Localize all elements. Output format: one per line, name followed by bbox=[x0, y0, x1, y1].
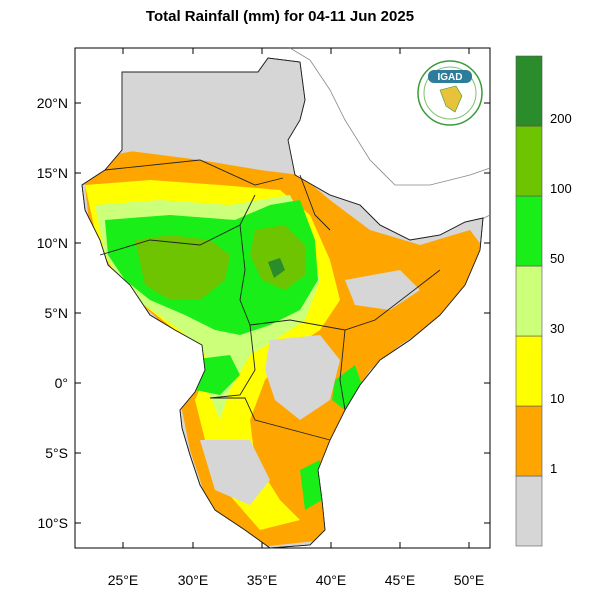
rainfall-field bbox=[82, 70, 483, 548]
rain-patch-tanzania-coast bbox=[300, 460, 322, 510]
country-borders bbox=[81, 57, 484, 549]
lon-tick-label: 40°E bbox=[316, 572, 347, 588]
map-title: Total Rainfall (mm) for 04-11 Jun 2025 bbox=[145, 8, 415, 25]
lat-tick-label: 10°S bbox=[37, 515, 68, 531]
logo-text: IGAD bbox=[438, 72, 463, 83]
colorbar: 1 10 30 50 100 200 bbox=[515, 55, 572, 547]
rain-100-200mm-west bbox=[135, 235, 230, 300]
colorbar-bin bbox=[515, 335, 543, 407]
lon-tick-label: 25°E bbox=[108, 572, 139, 588]
rain-patch-kenya-coast bbox=[332, 365, 362, 410]
igad-logo: IGAD bbox=[417, 60, 483, 126]
colorbar-label: 30 bbox=[550, 321, 564, 336]
dry-sudan-north bbox=[122, 70, 300, 170]
colorbar-bin bbox=[515, 55, 543, 127]
lon-ticks: 25°E 30°E 35°E 40°E 45°E 50°E bbox=[108, 48, 485, 588]
lon-tick-label: 30°E bbox=[178, 572, 209, 588]
dry-kenya bbox=[265, 335, 340, 420]
dry-tanzania bbox=[200, 440, 270, 505]
lat-ticks: 20°N 15°N 10°N 5°N 0° 5°S 10°S bbox=[37, 95, 490, 531]
lat-tick-label: 5°S bbox=[45, 445, 68, 461]
colorbar-bin bbox=[515, 265, 543, 337]
colorbar-bin bbox=[515, 405, 543, 477]
lon-tick-label: 35°E bbox=[247, 572, 278, 588]
rain-over-200mm bbox=[268, 258, 285, 278]
lat-tick-label: 10°N bbox=[37, 235, 68, 251]
colorbar-label: 50 bbox=[550, 251, 564, 266]
colorbar-label: 1 bbox=[550, 461, 557, 476]
lat-tick-label: 20°N bbox=[37, 95, 68, 111]
colorbar-label: 100 bbox=[550, 181, 572, 196]
lat-tick-label: 0° bbox=[55, 375, 68, 391]
colorbar-label: 200 bbox=[550, 111, 572, 126]
colorbar-bin bbox=[515, 125, 543, 197]
rain-100-200mm-east bbox=[250, 225, 305, 290]
colorbar-bin bbox=[515, 195, 543, 267]
lon-tick-label: 50°E bbox=[454, 572, 485, 588]
lon-tick-label: 45°E bbox=[385, 572, 416, 588]
colorbar-bin bbox=[515, 475, 543, 547]
lat-tick-label: 15°N bbox=[37, 165, 68, 181]
arabian-coastline bbox=[289, 47, 491, 186]
lat-tick-label: 5°N bbox=[45, 305, 69, 321]
colorbar-label: 10 bbox=[550, 391, 564, 406]
